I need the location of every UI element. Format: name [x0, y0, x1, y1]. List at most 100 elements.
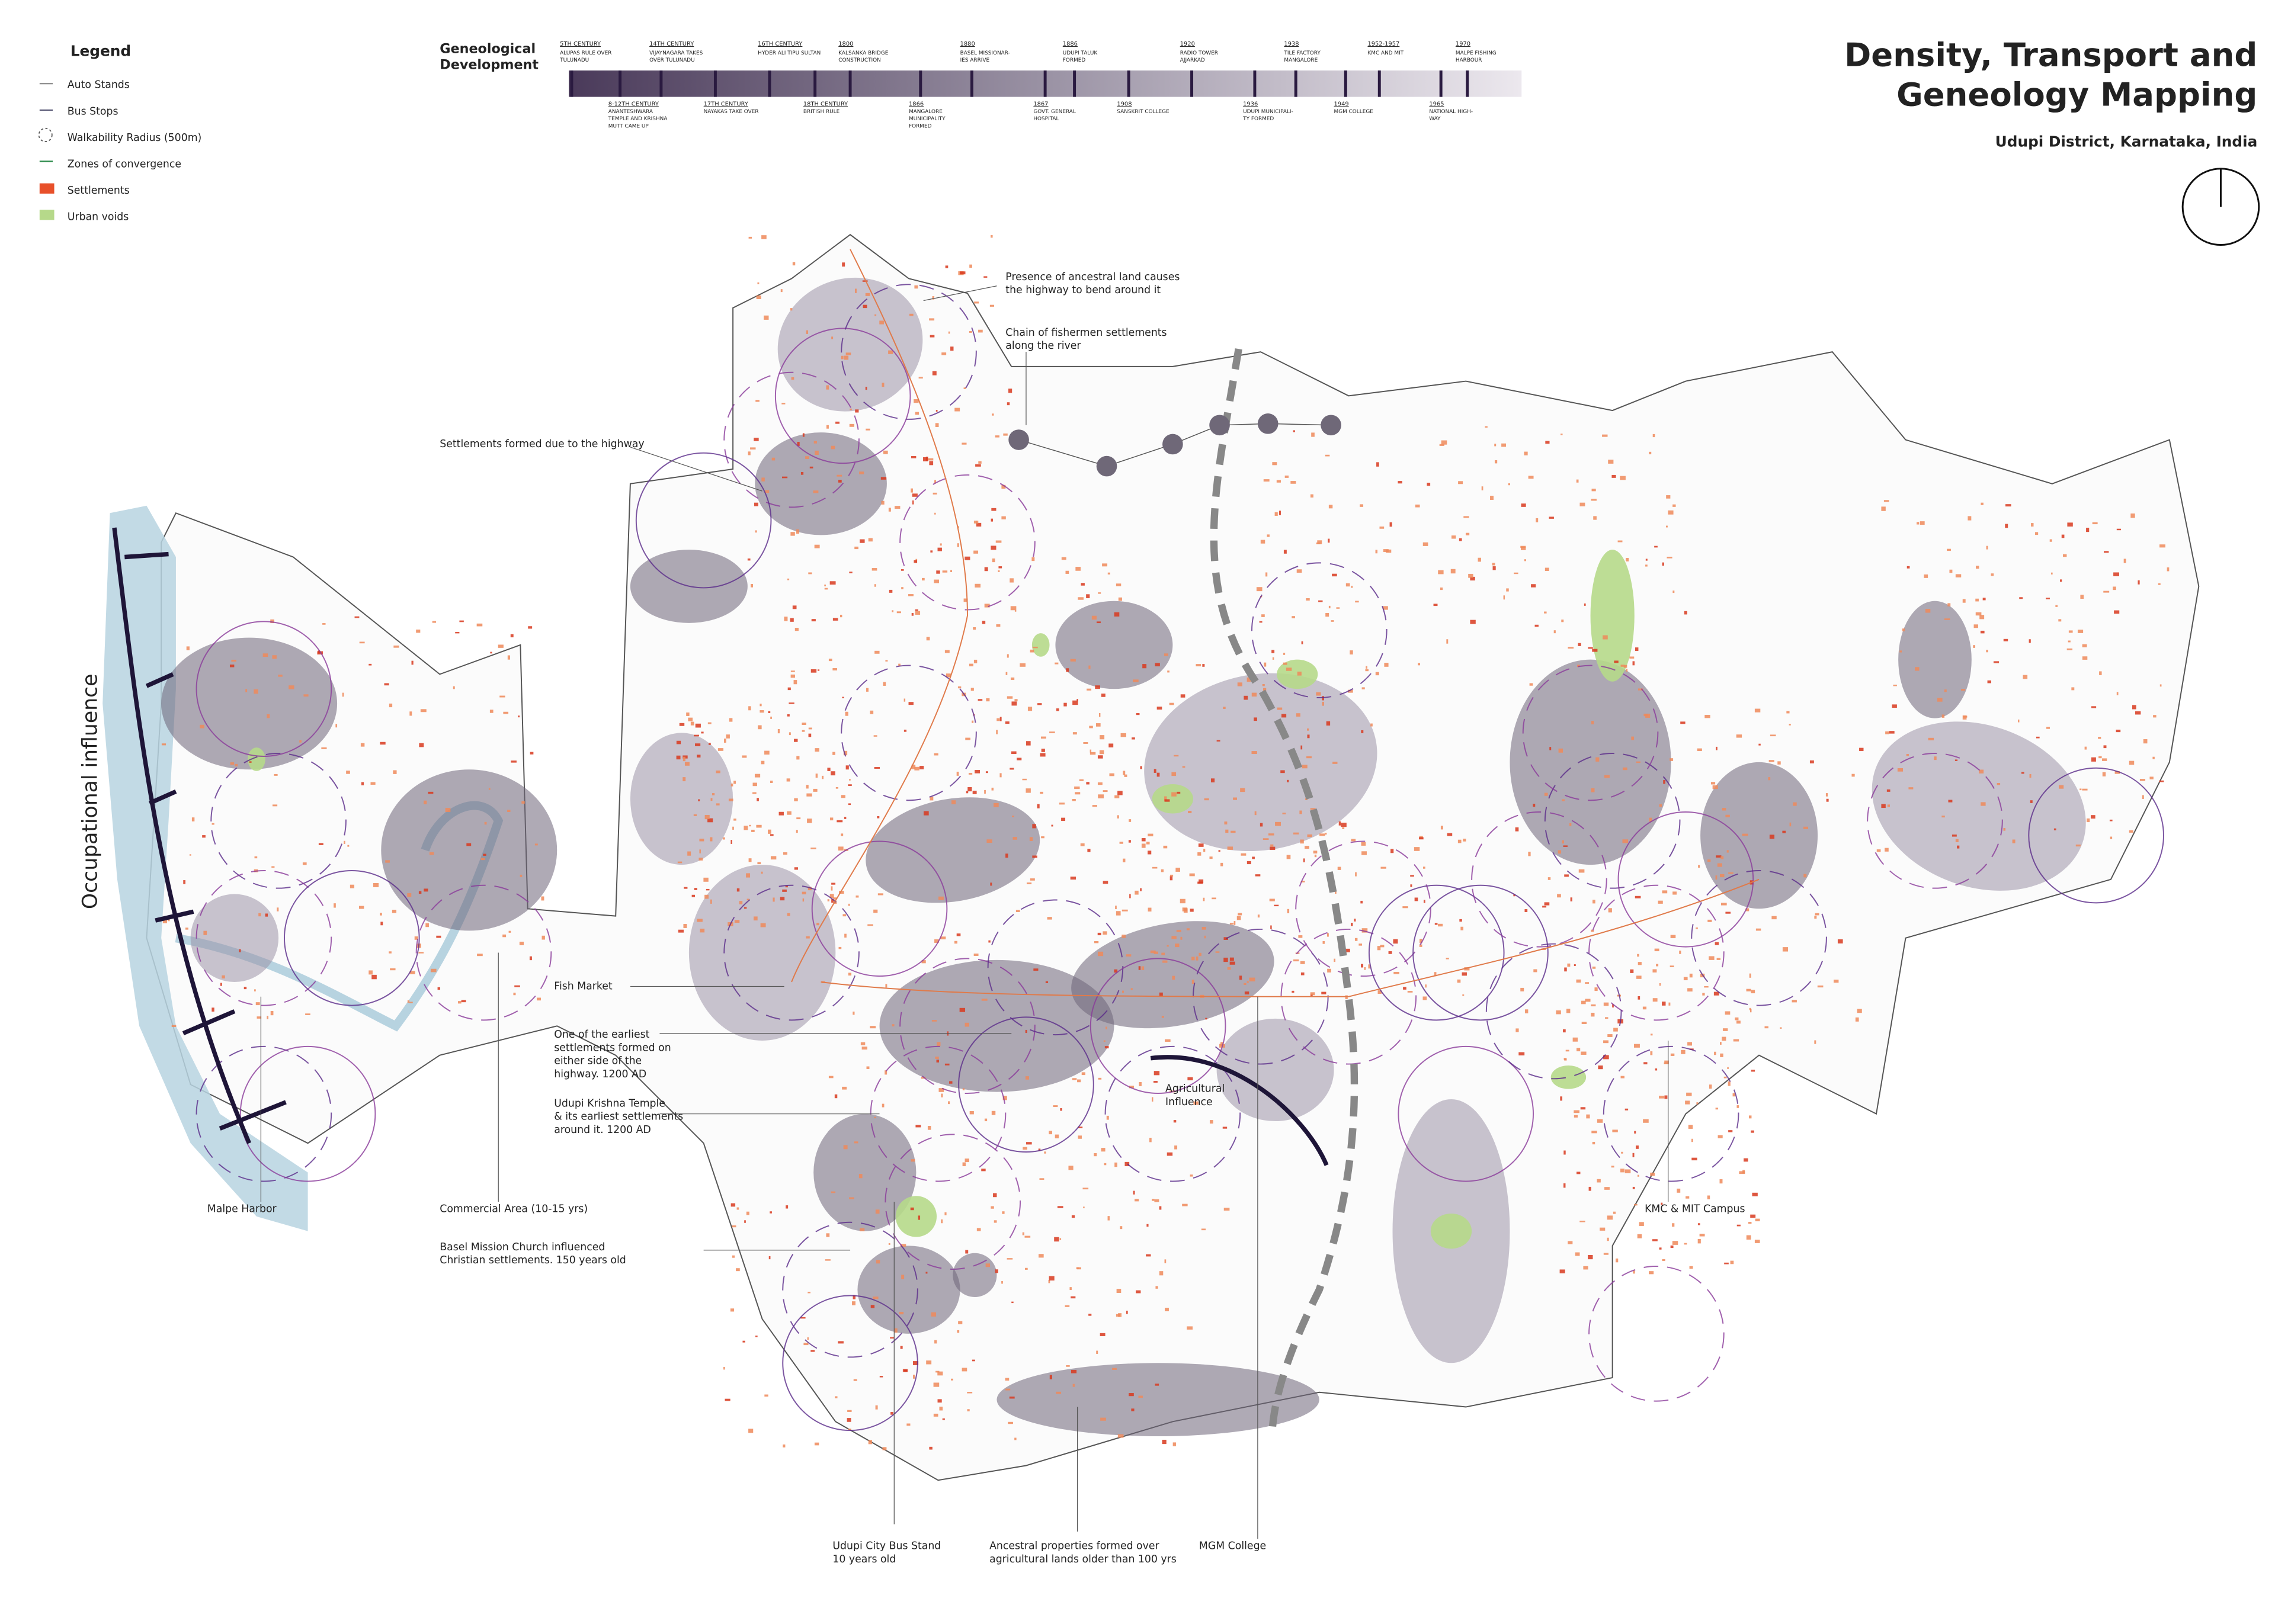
text-block: KALSANKA BRIDGE CONSTRUCTION [838, 50, 888, 63]
settlement [761, 235, 767, 239]
settlement [892, 610, 894, 612]
walkability-radius [774, 328, 911, 464]
settlement [882, 1447, 887, 1450]
settlement [2049, 539, 2052, 542]
convergence-zone [381, 769, 557, 931]
settlement [1608, 908, 1612, 913]
settlement [927, 1125, 931, 1130]
settlement [683, 924, 687, 928]
settlement [1298, 935, 1303, 938]
settlement [2050, 572, 2053, 575]
settlement [1071, 1215, 1075, 1218]
settlement [948, 331, 950, 334]
settlement [2087, 818, 2090, 823]
settlement [1553, 630, 1556, 634]
settlement [835, 1396, 838, 1398]
settlement [1715, 875, 1718, 880]
settlement [1331, 620, 1334, 622]
settlement [1049, 1375, 1052, 1379]
settlement [784, 617, 788, 621]
settlement [1598, 1065, 1603, 1070]
settlement [1205, 1018, 1207, 1020]
settlement [1300, 745, 1303, 750]
text-block: One of the earliest settlements formed on… [554, 1029, 671, 1080]
settlement [755, 1336, 758, 1337]
timeline-year: 1908 [1117, 101, 1132, 107]
settlement [973, 521, 977, 524]
settlement [1559, 1269, 1565, 1273]
settlement [995, 1269, 998, 1273]
settlement [2091, 706, 2097, 708]
settlement [1518, 1052, 1525, 1055]
settlement [1078, 597, 1084, 600]
settlement [267, 1016, 269, 1019]
settlement [1048, 1280, 1050, 1283]
settlement [1162, 1439, 1167, 1445]
settlement [844, 933, 847, 938]
settlement [407, 893, 412, 897]
settlement [1575, 1252, 1580, 1256]
settlement [911, 765, 916, 769]
settlement [1771, 916, 1777, 920]
settlement [1061, 557, 1066, 560]
settlement [1065, 1305, 1070, 1307]
settlement [1691, 1138, 1693, 1142]
settlement [1280, 770, 1285, 774]
settlement [931, 1020, 937, 1022]
text-line: AJJARKAD [1180, 57, 1205, 63]
settlement [1659, 1247, 1662, 1250]
settlement [1649, 1271, 1654, 1275]
settlement [1686, 1196, 1690, 1199]
walkability-radius [1251, 562, 1388, 698]
settlement [254, 689, 258, 694]
settlement [1470, 576, 1475, 581]
settlement [1986, 545, 1988, 550]
settlement [790, 308, 793, 311]
settlement [1437, 923, 1443, 927]
text-line: around it. 1200 AD [554, 1124, 651, 1136]
settlement [859, 471, 864, 474]
settlement [1334, 958, 1336, 962]
settlement [502, 934, 507, 938]
settlement [1492, 566, 1496, 570]
settlement [808, 1292, 810, 1294]
settlement [1574, 964, 1576, 967]
text-block: Basel Mission Church influenced Christian… [440, 1241, 626, 1266]
text-block: NATIONAL HIGH-WAY [1429, 109, 1473, 122]
settlement [1174, 1145, 1178, 1150]
settlement [1981, 802, 1986, 806]
settlement [929, 1446, 933, 1450]
settlement [1314, 855, 1317, 858]
walkability-radius [196, 1045, 332, 1182]
settlement [1325, 833, 1327, 835]
settlement [1361, 928, 1368, 933]
settlement [1227, 846, 1233, 850]
settlement [844, 355, 849, 360]
settlement [954, 407, 960, 412]
settlement [1039, 1178, 1044, 1180]
settlement [1002, 1096, 1007, 1100]
settlement [967, 1409, 970, 1411]
settlement [1594, 987, 1598, 991]
settlement [1728, 1130, 1733, 1132]
settlement [687, 851, 691, 856]
settlement [1355, 872, 1357, 877]
settlement [789, 702, 794, 704]
settlement [732, 826, 734, 830]
settlement [937, 1042, 941, 1047]
settlement [1277, 707, 1283, 710]
settlement [885, 660, 888, 662]
settlement [1115, 906, 1117, 910]
settlement [1072, 700, 1078, 705]
settlement [1238, 913, 1242, 916]
settlement [984, 604, 990, 608]
settlement [1136, 712, 1140, 715]
settlement [1459, 538, 1462, 541]
settlement [1096, 1350, 1098, 1354]
settlement [725, 1398, 730, 1401]
settlement [1146, 1224, 1149, 1227]
settlement [1621, 1151, 1623, 1154]
settlement [1140, 888, 1142, 891]
settlement [1652, 1239, 1658, 1241]
settlement [1306, 598, 1310, 601]
